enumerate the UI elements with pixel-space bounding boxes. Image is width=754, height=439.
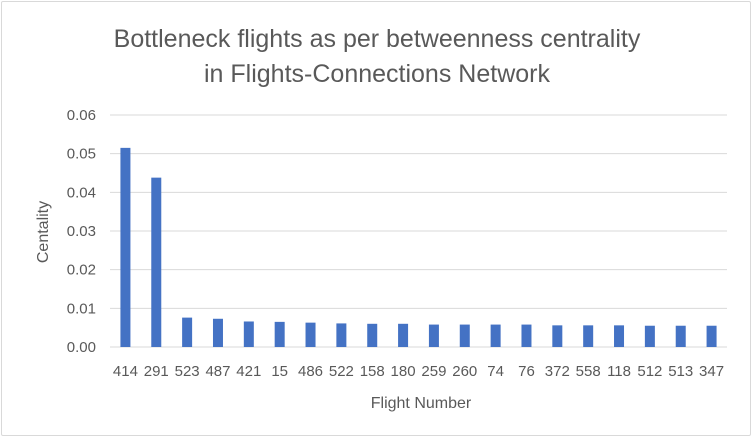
x-tick-label: 347	[699, 363, 724, 380]
x-tick-label: 487	[205, 363, 230, 380]
bar-372	[552, 325, 563, 347]
x-tick-label: 180	[391, 363, 416, 380]
bar-522	[336, 323, 347, 347]
bar-291	[151, 177, 162, 347]
bar-513	[675, 325, 686, 347]
bar-558	[583, 325, 594, 347]
y-tick-label: 0.02	[67, 262, 96, 279]
y-tick-label: 0.06	[67, 107, 96, 124]
y-tick-label: 0.04	[67, 184, 96, 201]
x-tick-label: 421	[236, 363, 261, 380]
y-tick-label: 0.01	[67, 300, 96, 317]
x-tick-label: 512	[637, 363, 662, 380]
bar-414	[120, 147, 131, 347]
x-tick-label: 76	[518, 363, 535, 380]
bar-487	[212, 318, 223, 347]
x-tick-label: 74	[487, 363, 504, 380]
x-tick-label: 15	[271, 363, 288, 380]
x-tick-label: 522	[329, 363, 354, 380]
bar-512	[644, 325, 655, 347]
chart-title-line-1: Bottleneck flights as per betweenness ce…	[113, 25, 641, 53]
bar-523	[182, 317, 193, 347]
bar-15	[274, 321, 285, 347]
y-tick-label: 0.03	[67, 223, 96, 240]
x-tick-label: 558	[576, 363, 601, 380]
x-tick-label: 372	[545, 363, 570, 380]
y-axis-tick-labels: 0.00 0.01 0.02 0.03 0.04 0.05 0.06	[67, 107, 96, 356]
bar-158	[367, 323, 378, 347]
x-tick-label: 158	[360, 363, 385, 380]
bar-259	[428, 324, 439, 347]
bar-118	[614, 325, 625, 347]
y-tick-label: 0.05	[67, 146, 96, 163]
bar-421	[243, 321, 254, 347]
x-axis-tick-labels: 414 291 523 487 421 15 486 522 158 180 259 260 74 76 3…	[113, 363, 724, 380]
x-tick-label: 118	[607, 363, 631, 380]
y-axis-title: Centality	[35, 201, 52, 263]
x-tick-label: 486	[298, 363, 323, 380]
x-tick-label: 291	[144, 363, 169, 380]
x-tick-label: 513	[668, 363, 693, 380]
x-tick-label: 260	[452, 363, 477, 380]
bar-347	[706, 325, 717, 347]
x-tick-label: 523	[175, 363, 200, 380]
bar-76	[521, 324, 532, 347]
y-tick-label: 0.00	[67, 339, 96, 356]
bar-260	[459, 324, 470, 347]
chart-title-line-2: in Flights-Connections Network	[204, 60, 550, 88]
x-tick-label: 259	[421, 363, 446, 380]
x-axis-title: Flight Number	[371, 395, 472, 412]
x-tick-label: 414	[113, 363, 138, 380]
bar-486	[305, 322, 316, 347]
bar-180	[398, 323, 409, 347]
bars	[120, 147, 717, 347]
bar-74	[490, 324, 501, 347]
gridlines	[110, 114, 727, 348]
